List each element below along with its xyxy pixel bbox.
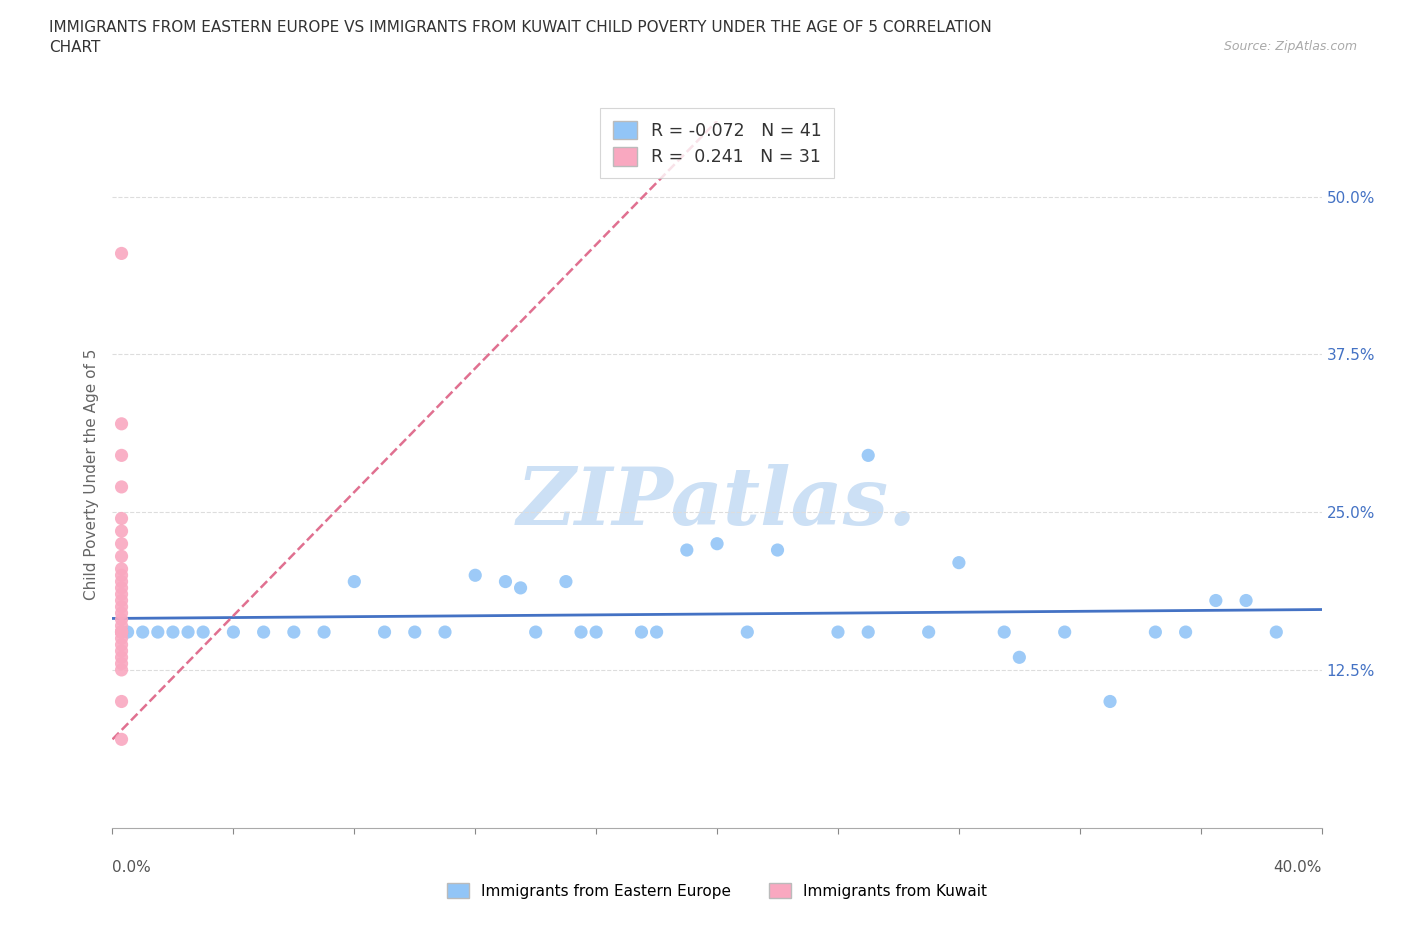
Text: ZIPatlas.: ZIPatlas.	[517, 464, 917, 541]
Point	[177, 625, 200, 640]
Point	[766, 542, 789, 557]
Point	[110, 631, 132, 645]
Point	[827, 625, 849, 640]
Point	[585, 625, 607, 640]
Point	[110, 574, 132, 589]
Point	[110, 480, 132, 495]
Point	[554, 574, 576, 589]
Point	[374, 625, 396, 640]
Point	[110, 524, 132, 538]
Point	[110, 644, 132, 658]
Point	[253, 625, 276, 640]
Point	[110, 612, 132, 627]
Point	[1008, 650, 1031, 665]
Point	[110, 657, 132, 671]
Point	[132, 625, 155, 640]
Point	[110, 448, 132, 463]
Point	[110, 580, 132, 595]
Point	[1098, 694, 1121, 709]
Point	[110, 512, 132, 526]
Point	[1053, 625, 1076, 640]
Point	[110, 650, 132, 665]
Point	[110, 625, 132, 640]
Point	[1205, 593, 1227, 608]
Point	[110, 605, 132, 620]
Point	[948, 555, 970, 570]
Point	[110, 417, 132, 432]
Point	[645, 625, 668, 640]
Point	[1234, 593, 1257, 608]
Point	[110, 625, 132, 640]
Text: CHART: CHART	[49, 40, 101, 55]
Point	[856, 625, 880, 640]
Point	[110, 568, 132, 583]
Point	[1144, 625, 1167, 640]
Point	[110, 625, 132, 640]
Point	[146, 625, 169, 640]
Point	[110, 600, 132, 615]
Point	[675, 542, 697, 557]
Point	[110, 618, 132, 633]
Point	[110, 662, 132, 677]
Text: Source: ZipAtlas.com: Source: ZipAtlas.com	[1223, 40, 1357, 53]
Point	[110, 625, 132, 640]
Point	[464, 568, 486, 583]
Point	[110, 637, 132, 652]
Text: IMMIGRANTS FROM EASTERN EUROPE VS IMMIGRANTS FROM KUWAIT CHILD POVERTY UNDER THE: IMMIGRANTS FROM EASTERN EUROPE VS IMMIGR…	[49, 20, 993, 35]
Point	[283, 625, 305, 640]
Point	[162, 625, 184, 640]
Point	[343, 574, 366, 589]
Point	[110, 587, 132, 602]
Point	[110, 537, 132, 551]
Point	[1174, 625, 1197, 640]
Text: 40.0%: 40.0%	[1274, 860, 1322, 875]
Point	[524, 625, 547, 640]
Point	[110, 625, 132, 640]
Point	[1265, 625, 1288, 640]
Point	[110, 593, 132, 608]
Point	[191, 625, 214, 640]
Point	[856, 448, 880, 463]
Y-axis label: Child Poverty Under the Age of 5: Child Poverty Under the Age of 5	[83, 349, 98, 600]
Point	[110, 732, 132, 747]
Point	[404, 625, 426, 640]
Point	[314, 625, 336, 640]
Point	[509, 580, 531, 595]
Point	[110, 562, 132, 577]
Point	[110, 246, 132, 261]
Point	[117, 625, 139, 640]
Text: 0.0%: 0.0%	[112, 860, 152, 875]
Point	[737, 625, 759, 640]
Legend: Immigrants from Eastern Europe, Immigrants from Kuwait: Immigrants from Eastern Europe, Immigran…	[441, 877, 993, 905]
Point	[433, 625, 456, 640]
Point	[918, 625, 941, 640]
Point	[110, 549, 132, 564]
Point	[706, 537, 728, 551]
Point	[630, 625, 652, 640]
Point	[110, 694, 132, 709]
Point	[495, 574, 517, 589]
Point	[569, 625, 592, 640]
Point	[993, 625, 1015, 640]
Point	[222, 625, 245, 640]
